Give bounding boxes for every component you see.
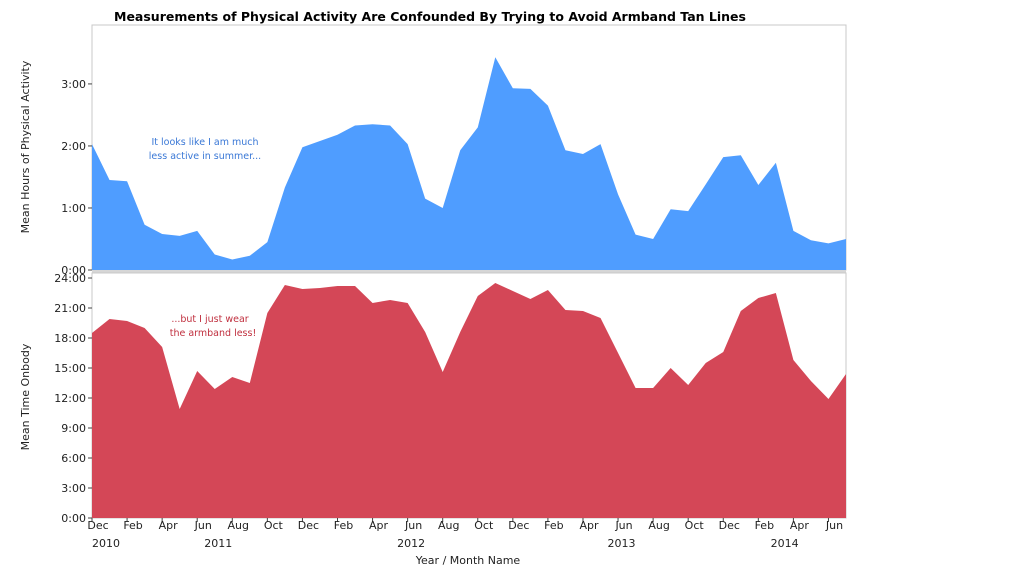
chart-title: Measurements of Physical Activity Are Co… [114,9,746,24]
bottom-panel: 0:00 3:00 6:00 9:00 12:00 15:00 18:00 21:00 24:0… [19,272,847,525]
onbody-area [92,283,846,518]
x-tick-label: Apr [790,519,810,532]
bottom-y-axis: 0:00 3:00 6:00 9:00 12:00 15:00 18:00 21:00 24:0… [54,272,92,525]
bottom-y-tick-label: 12:00 [54,392,86,405]
bottom-y-tick-label: 24:00 [54,272,86,285]
x-tick-label: Jun [825,519,843,532]
top-panel: 0:00 1:00 2:00 3:00 Mean Hours of Physical … [19,24,847,277]
x-year-label: 2010 [92,537,120,550]
bottom-y-axis-label: Mean Time Onbody [19,343,32,450]
x-tick-label: Dec [87,519,108,532]
top-y-tick-label: 2:00 [61,140,86,153]
x-tick-label: Dec [719,519,740,532]
x-tick-label: Dec [298,519,319,532]
top-y-tick-label: 0:00 [61,264,86,277]
x-tick-label: Feb [334,519,353,532]
x-tick-label: Feb [755,519,774,532]
bottom-y-tick-label: 15:00 [54,362,86,375]
bottom-y-tick-label: 18:00 [54,332,86,345]
bottom-y-tick-label: 9:00 [61,422,86,435]
x-tick-label: Oct [264,519,284,532]
bottom-annotation-line-1: ...but I just wear [171,314,248,325]
top-y-tick-label: 3:00 [61,78,86,91]
top-y-tick-label: 1:00 [61,202,86,215]
x-tick-label: Apr [159,519,179,532]
x-tick-label: Dec [508,519,529,532]
bottom-y-tick-label: 0:00 [61,512,86,525]
x-tick-label: Apr [579,519,599,532]
x-year-label: 2011 [204,537,232,550]
x-tick-label: Aug [228,519,249,532]
bottom-annotation-line-2: the armband less! [170,328,257,339]
top-annotation-line-2: less active in summer... [149,151,261,162]
x-year-label: 2013 [608,537,636,550]
bottom-y-tick-label: 3:00 [61,482,86,495]
x-year-label: 2014 [771,537,799,550]
x-tick-label: Jun [404,519,422,532]
x-tick-label: Feb [544,519,563,532]
x-axis: Dec Feb Apr Jun Aug Oct Dec Feb Apr Jun Aug Oct Dec F… [87,518,843,550]
x-tick-label: Oct [474,519,494,532]
x-tick-label: Aug [438,519,459,532]
activity-area [92,57,846,270]
top-annotation-line-1: It looks like I am much [151,137,258,148]
x-tick-label: Jun [194,519,212,532]
top-y-axis-label: Mean Hours of Physical Activity [19,60,32,233]
x-tick-label: Feb [123,519,142,532]
bottom-y-tick-label: 6:00 [61,452,86,465]
bottom-y-tick-label: 21:00 [54,302,86,315]
x-axis-label: Year / Month Name [415,554,521,567]
x-tick-label: Apr [369,519,389,532]
x-tick-label: Oct [685,519,705,532]
panel-separator [92,270,846,273]
top-y-axis: 0:00 1:00 2:00 3:00 [61,78,92,277]
x-year-label: 2012 [397,537,425,550]
x-tick-label: Aug [648,519,669,532]
x-tick-label: Jun [614,519,632,532]
